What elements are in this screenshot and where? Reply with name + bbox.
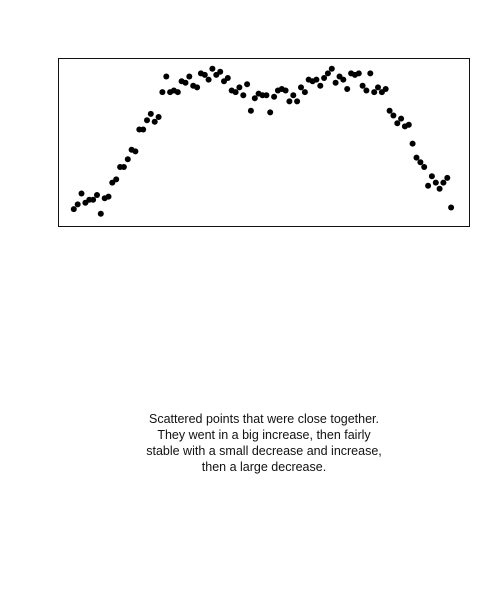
data-point — [317, 82, 324, 89]
data-point — [344, 86, 351, 92]
data-point — [247, 107, 254, 114]
data-point — [105, 193, 112, 200]
data-point — [321, 75, 328, 81]
data-point — [367, 70, 374, 77]
data-point — [113, 176, 120, 183]
data-point — [332, 79, 339, 86]
data-point — [413, 154, 420, 161]
data-point — [209, 65, 216, 72]
caption-line-1: Scattered points that were close togethe… — [149, 412, 379, 426]
data-point — [340, 76, 347, 83]
data-point — [398, 115, 405, 122]
chart-area — [0, 0, 500, 260]
data-point — [359, 82, 366, 89]
data-point — [97, 210, 104, 217]
data-point — [444, 174, 451, 181]
data-point — [301, 89, 308, 96]
plot-frame — [58, 58, 470, 227]
data-point — [240, 92, 247, 99]
data-point — [120, 164, 127, 170]
data-point — [236, 84, 243, 91]
data-point — [409, 140, 416, 147]
data-point — [386, 107, 393, 114]
data-point — [363, 87, 370, 94]
data-point — [417, 159, 424, 166]
data-point — [155, 114, 162, 120]
data-point — [70, 206, 77, 213]
data-point — [382, 86, 389, 92]
data-point — [432, 179, 439, 186]
scatter-chart — [58, 58, 470, 227]
data-point — [205, 76, 212, 83]
data-point — [90, 196, 97, 203]
data-point — [448, 204, 455, 211]
data-point — [328, 65, 335, 72]
data-point — [313, 76, 320, 83]
data-point — [294, 98, 301, 105]
data-point — [144, 117, 150, 124]
data-point — [194, 84, 201, 91]
data-point — [436, 185, 443, 192]
data-point — [147, 110, 154, 117]
data-point — [371, 89, 378, 96]
data-point — [140, 126, 147, 133]
data-point — [421, 164, 428, 170]
caption-line-2: They went in a big increase, then fairly — [157, 428, 371, 442]
data-point — [428, 173, 435, 180]
data-point — [217, 68, 224, 75]
data-point — [355, 70, 362, 77]
data-point — [151, 118, 158, 125]
data-point — [174, 89, 181, 96]
data-point — [244, 81, 251, 88]
data-point — [232, 89, 239, 96]
data-point — [124, 156, 131, 163]
data-point — [282, 87, 289, 94]
data-point — [263, 92, 270, 99]
chart-caption: Scattered points that were close togethe… — [0, 411, 500, 475]
data-point — [224, 75, 231, 81]
data-point — [163, 73, 170, 80]
data-point — [298, 84, 304, 91]
data-point — [440, 179, 447, 186]
data-point — [394, 120, 401, 127]
data-point — [159, 89, 166, 96]
data-point — [425, 182, 432, 189]
data-point — [94, 192, 100, 198]
data-point — [286, 98, 293, 105]
data-point — [182, 79, 189, 86]
data-point — [74, 201, 81, 208]
data-point — [201, 71, 208, 78]
data-point — [132, 148, 139, 155]
data-point — [324, 70, 331, 77]
data-point — [271, 93, 278, 100]
data-point — [186, 73, 193, 80]
data-point — [290, 92, 297, 99]
caption-line-4: then a large decrease. — [201, 460, 327, 474]
data-point — [375, 84, 381, 91]
data-point — [267, 109, 274, 116]
data-point — [405, 121, 412, 128]
points-layer — [70, 65, 455, 217]
caption-line-3: stable with a small decrease and increas… — [146, 444, 382, 458]
data-point — [251, 95, 258, 102]
data-point — [78, 190, 85, 197]
data-point — [390, 112, 397, 119]
